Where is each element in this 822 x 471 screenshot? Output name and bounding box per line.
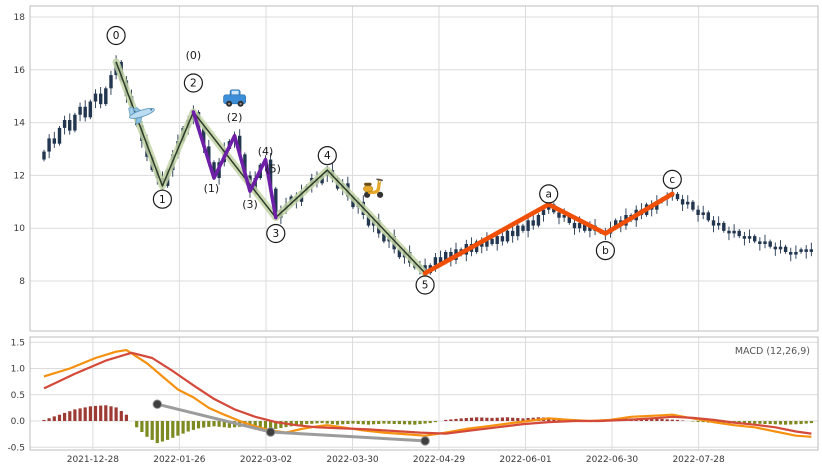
macd-ytick-label: -0.5 — [7, 443, 25, 453]
date-tick-label: 2022-04-29 — [413, 455, 466, 465]
wave-label-4: 4 — [317, 146, 337, 166]
wave-label-5: 5 — [415, 275, 435, 295]
wave-label-c: c — [662, 169, 682, 189]
price-ytick-label: 18 — [14, 13, 26, 23]
sub-wave-label: (1) — [204, 182, 220, 195]
sub-wave-label: (5) — [265, 162, 281, 175]
wave-label-1: 1 — [152, 189, 172, 209]
svg-text:4: 4 — [324, 150, 331, 162]
date-tick-label: 2022-01-26 — [153, 455, 206, 465]
price-ytick-label: 10 — [14, 224, 26, 234]
sub-wave-label: (2) — [227, 111, 243, 124]
macd-ytick-label: 0.0 — [11, 417, 26, 427]
sub-wave-label: (4) — [258, 145, 274, 158]
price-ytick-label: 14 — [14, 119, 26, 129]
macd-divergence-line — [152, 399, 430, 446]
svg-text:5: 5 — [422, 280, 429, 292]
macd-ytick-label: 1.0 — [11, 365, 26, 375]
macd-line — [43, 349, 812, 438]
scooter-icon — [363, 178, 384, 198]
price-ytick-label: 16 — [14, 66, 26, 76]
wave-labels: 0 1 2 3 4 5 a b c (0) (1) (2) (3) (4) (5) — [106, 25, 682, 295]
macd-ytick-label: 0.5 — [11, 391, 25, 401]
macd-label: MACD (12,26,9) — [734, 346, 810, 357]
svg-text:b: b — [602, 245, 609, 257]
wave-label-3: 3 — [266, 223, 286, 244]
gridlines — [30, 6, 818, 450]
macd-ytick-label: 1.5 — [11, 338, 25, 348]
wave-label-a: a — [539, 184, 559, 204]
svg-text:a: a — [545, 189, 551, 201]
svg-text:3: 3 — [272, 228, 279, 240]
price-ytick-label: 8 — [19, 277, 25, 287]
sub-wave-line — [191, 110, 278, 220]
date-tick-label: 2022-06-01 — [499, 455, 551, 465]
panel-borders — [29, 5, 819, 451]
svg-text:c: c — [669, 174, 675, 186]
svg-text:2: 2 — [190, 78, 197, 90]
date-tick-label: 2022-03-02 — [240, 455, 292, 465]
sub-wave-label: (3) — [242, 198, 258, 211]
date-tick-label: 2022-06-30 — [586, 455, 639, 465]
wave-label-2: 2 — [183, 73, 203, 93]
macd-signal-line — [43, 351, 812, 435]
date-tick-label: 2022-07-28 — [672, 455, 725, 465]
primary-wave-line — [115, 61, 426, 274]
svg-text:0: 0 — [113, 30, 120, 42]
price-ytick-label: 12 — [14, 171, 25, 181]
sub-wave-label: (0) — [186, 49, 202, 62]
airplane-icon — [128, 106, 155, 125]
wave-label-0: 0 — [106, 25, 126, 46]
car-icon — [223, 89, 246, 107]
corrective-wave-line — [422, 191, 675, 276]
svg-text:1: 1 — [159, 194, 166, 206]
date-tick-label: 2021-12-28 — [67, 455, 120, 465]
wave-label-b: b — [595, 241, 616, 261]
date-tick-label: 2022-03-30 — [326, 455, 379, 465]
